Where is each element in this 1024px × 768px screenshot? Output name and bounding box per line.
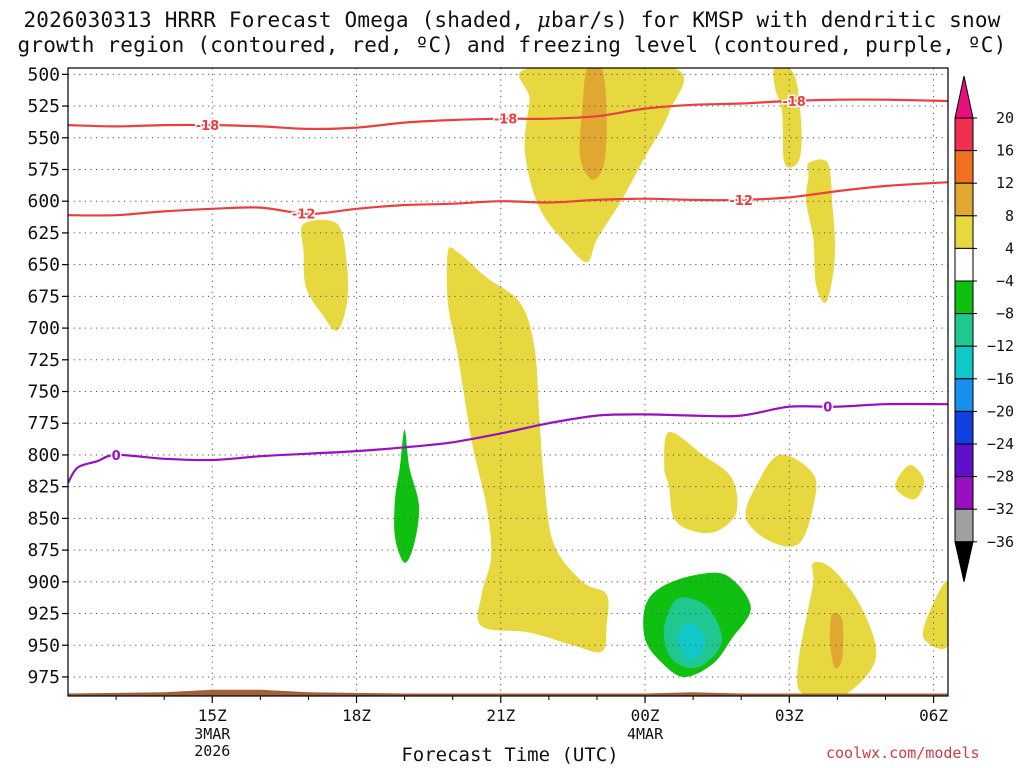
colorbar-label-5: −4	[996, 272, 1014, 290]
colorbar-label-13: −36	[987, 533, 1014, 551]
colorbar-label-6: −8	[996, 305, 1014, 323]
x-tick-label-03Z: 03Z	[775, 706, 804, 725]
y-tick-label-650: 650	[27, 255, 60, 276]
y-tick-label-525: 525	[27, 96, 60, 117]
y-tick-label-825: 825	[27, 477, 60, 498]
y-tick-label-800: 800	[27, 445, 60, 466]
y-tick-label-750: 750	[27, 382, 60, 403]
x-tick-sublabel-2026: 2026	[194, 742, 230, 760]
colorbar-swatch-5	[954, 280, 974, 315]
omega-region-4	[301, 219, 349, 331]
y-tick-label-575: 575	[27, 159, 60, 180]
x-tick-label-00Z: 00Z	[631, 706, 660, 725]
y-tick-label-850: 850	[27, 508, 60, 529]
colorbar-swatch-8	[954, 378, 974, 412]
y-tick-label-900: 900	[27, 572, 60, 593]
colorbar-swatch-3	[954, 215, 974, 249]
contour-label--18-0: -18	[196, 119, 220, 134]
omega-region-2	[773, 68, 802, 168]
y-tick-label-700: 700	[27, 318, 60, 339]
x-tick-sublabel-3MAR: 3MAR	[194, 725, 231, 743]
omega-region-3	[805, 159, 835, 303]
terrain-layer	[68, 689, 948, 696]
colorbar-top-arrow	[954, 75, 974, 119]
omega-region-11	[922, 581, 948, 650]
colorbar-swatch-4	[954, 247, 974, 282]
colorbar-label-10: −24	[987, 435, 1014, 453]
colorbar-swatch-1	[954, 150, 974, 184]
x-axis-title: Forecast Time (UTC)	[401, 744, 619, 766]
contour-line-0	[68, 402, 948, 484]
y-axis: 500 525 550 575 600 625 650 675 700 725 750 775 800 8…	[27, 64, 68, 688]
x-tick-label-15Z: 15Z	[198, 706, 227, 725]
y-tick-label-775: 775	[27, 413, 60, 434]
y-tick-label-500: 500	[27, 64, 60, 85]
y-tick-label-875: 875	[27, 540, 60, 561]
contour-label-0-0: 0	[112, 449, 121, 464]
y-tick-label-950: 950	[27, 635, 60, 656]
colorbar-label-3: 8	[1005, 207, 1014, 225]
omega-region-10	[829, 613, 844, 669]
colorbar-swatch-12	[954, 508, 974, 543]
colorbar-swatch-10	[954, 443, 974, 478]
colorbar-swatch-11	[954, 476, 974, 510]
omega-region-6	[664, 431, 738, 534]
x-tick-label-21Z: 21Z	[486, 706, 515, 725]
colorbar-swatch-9	[954, 410, 974, 445]
y-tick-label-675: 675	[27, 286, 60, 307]
contour-label--12-1: -12	[729, 194, 753, 209]
grid-layer	[68, 68, 948, 696]
terrain-surface	[68, 689, 948, 696]
plot-frame	[67, 67, 949, 697]
colorbar-swatch-6	[954, 313, 974, 347]
colorbar-swatch-2	[954, 182, 974, 217]
chart-title-line-1: 2026030313 HRRR Forecast Omega (shaded, …	[23, 8, 1001, 32]
y-tick-label-550: 550	[27, 128, 60, 149]
colorbar-label-9: −20	[987, 402, 1014, 420]
colorbar-swatch-7	[954, 345, 974, 380]
contour-label--18-2: -18	[782, 95, 806, 110]
x-tick-sublabel-4MAR: 4MAR	[627, 725, 664, 743]
colorbar-label-8: −16	[987, 370, 1014, 388]
contour-label-0-1: 0	[823, 401, 832, 416]
colorbar-label-11: −28	[987, 468, 1014, 486]
omega-region-1	[579, 68, 607, 180]
colorbar-label-2: 12	[996, 174, 1014, 192]
x-tick-label-18Z: 18Z	[342, 706, 371, 725]
site-credit: coolwx.com/models	[826, 744, 980, 762]
y-tick-label-725: 725	[27, 350, 60, 371]
y-tick-label-975: 975	[27, 667, 60, 688]
x-tick-label-06Z: 06Z	[919, 706, 948, 725]
omega-region-5	[446, 247, 609, 653]
contour-label--12-0: -12	[292, 207, 316, 222]
contour-layer: -18 -18 -18 -12 -12 0 0	[68, 93, 948, 484]
colorbar-label-1: 16	[996, 142, 1014, 160]
colorbar-bottom-arrow	[954, 541, 974, 582]
colorbar-swatch-0	[954, 117, 974, 152]
y-tick-label-600: 600	[27, 191, 60, 212]
colorbar-label-7: −12	[987, 337, 1014, 355]
contour-line--18	[68, 98, 948, 131]
omega-region-7	[745, 454, 817, 547]
y-tick-label-625: 625	[27, 223, 60, 244]
omega-fill-layer	[301, 68, 948, 696]
colorbar-label-4: 4	[1005, 239, 1014, 257]
y-tick-label-925: 925	[27, 604, 60, 625]
colorbar-label-12: −32	[987, 500, 1014, 518]
colorbar: 20 16 12 8 4 −4 −8 −12 −16 −20 −24 −28 −32 −36	[954, 75, 1014, 582]
omega-region-15	[394, 429, 420, 563]
omega-region-8	[895, 465, 925, 500]
contour-line--12	[68, 181, 948, 217]
omega-region-14	[677, 622, 705, 661]
chart-title-line-2: growth region (contoured, red, ºC) and f…	[17, 33, 1007, 57]
colorbar-label-0: 20	[996, 109, 1014, 127]
contour-label--18-1: -18	[494, 113, 518, 128]
